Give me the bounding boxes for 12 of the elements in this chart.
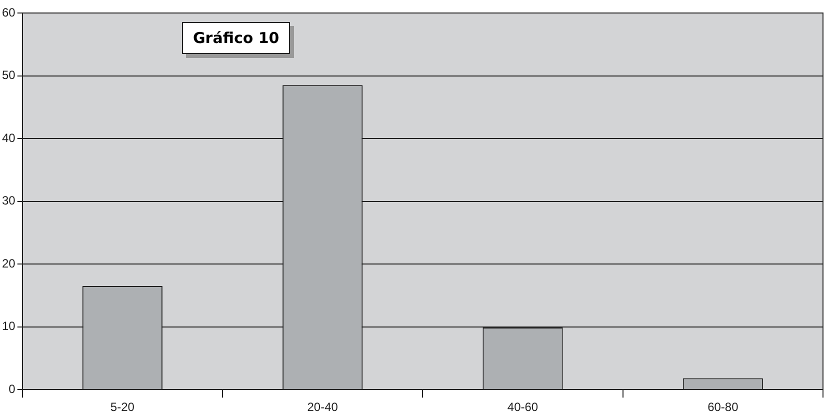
y-tick-label: 40 xyxy=(2,130,16,145)
x-tick-label: 40-60 xyxy=(507,400,538,414)
x-tick-label: 20-40 xyxy=(307,400,338,414)
x-tick-label: 60-80 xyxy=(708,400,739,414)
y-tick-label: 0 xyxy=(8,382,16,396)
y-tick-label: 30 xyxy=(2,194,16,208)
x-tick-label: 5-20 xyxy=(110,400,135,414)
y-tick-label: 10 xyxy=(2,319,16,334)
text: Gráfico 10 xyxy=(182,22,290,54)
y-tick-label: 50 xyxy=(2,68,16,82)
y-tick-label: 60 xyxy=(2,5,16,20)
y-tick-label: 20 xyxy=(2,256,16,270)
